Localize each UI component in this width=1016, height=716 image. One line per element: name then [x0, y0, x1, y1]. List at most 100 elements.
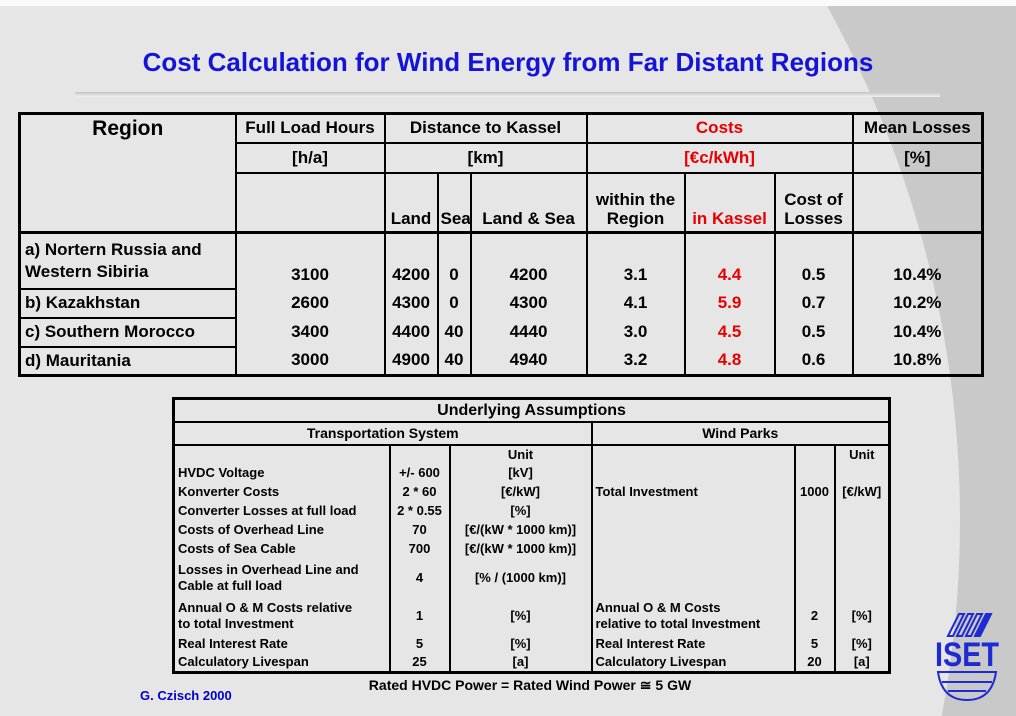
cell-sea: 0 — [436, 232, 472, 289]
cost-table-header-row-2: [h/a] [km] [€c/kWh] [%] — [20, 142, 984, 174]
cell-label: HVDC Voltage — [172, 463, 391, 483]
header-mean-losses: Mean Losses — [851, 113, 984, 144]
cell-cost-within-region: 3.2 — [585, 346, 686, 376]
cell-label: Calculatory Livespan — [172, 653, 391, 673]
cell-unit: Unit — [833, 444, 891, 464]
cell-unit: [€/(kW * 1000 km)] — [448, 539, 593, 559]
section-wind-parks: Wind Parks — [590, 421, 891, 446]
cell-value: 20 — [793, 653, 836, 673]
cell-label — [172, 444, 391, 464]
cell-mean-losses: 10.8% — [851, 346, 984, 376]
cell-land: 4400 — [383, 317, 439, 347]
assumptions-row-konverter-costs: Konverter Costs 2 * 60 [€/kW] Total Inve… — [172, 482, 891, 502]
cell-cost-of-losses: 0.7 — [773, 288, 854, 318]
assumptions-row-overhead-line: Costs of Overhead Line 70 [€/(kW * 1000 … — [172, 520, 891, 540]
table-row-kazakhstan: b) Kazakhstan 2600 4300 0 4300 4.1 5.9 0… — [18, 288, 984, 319]
cell-cost-within-region: 4.1 — [585, 288, 686, 318]
assumptions-title: Underlying Assumptions — [172, 398, 891, 423]
cell-value — [793, 444, 836, 464]
cell-unit: [a] — [833, 653, 891, 673]
rated-power-note: Rated HVDC Power = Rated Wind Power ≅ 5 … — [368, 677, 692, 693]
cell-unit: [%] — [448, 634, 593, 654]
cell-cost-of-losses: 0.6 — [773, 346, 854, 376]
cell-label — [590, 539, 796, 559]
cell-label: Costs of Sea Cable — [172, 539, 391, 559]
cell-value — [793, 558, 836, 597]
cell-land-and-sea: 4940 — [469, 346, 588, 376]
author-credit: G. Czisch 2000 — [140, 688, 232, 703]
cell-unit: [€/kW] — [833, 482, 891, 502]
cell-label: Losses in Overhead Line and Cable at ful… — [172, 558, 391, 597]
assumptions-row-sea-cable: Costs of Sea Cable 700 [€/(kW * 1000 km)… — [172, 539, 891, 559]
header-full-load-hours: Full Load Hours — [234, 113, 386, 144]
cell-value: 5 — [793, 634, 836, 654]
cell-unit: [%] — [448, 501, 593, 521]
cell-value: 5 — [388, 634, 451, 654]
cell-unit: [€/kW] — [448, 482, 593, 502]
header-region: Region — [18, 113, 237, 234]
cell-label — [590, 501, 796, 521]
table-row-northern-russia: a) Nortern Russia and Western Sibiria 31… — [18, 232, 984, 290]
header-land-and-sea: Land & Sea — [469, 172, 588, 234]
cell-unit — [833, 558, 891, 597]
assumptions-row-livespan: Calculatory Livespan 25 [a] Calculatory … — [172, 653, 891, 673]
table-row-mauritania: d) Mauritania 3000 4900 40 4940 3.2 4.8 … — [18, 346, 984, 376]
cost-table-header-row-1: Region Full Load Hours Distance to Kasse… — [18, 113, 984, 234]
cell-land-and-sea: 4300 — [469, 288, 588, 318]
slide-top-edge — [0, 0, 1016, 6]
cell-label: Real Interest Rate — [590, 634, 796, 654]
cell-unit — [833, 463, 891, 483]
cell-label: Costs of Overhead Line — [172, 520, 391, 540]
cell-unit: [kV] — [448, 463, 593, 483]
assumptions-row-line-losses: Losses in Overhead Line and Cable at ful… — [172, 558, 891, 597]
assumptions-row-om-costs: Annual O & M Costs relative to total Inv… — [172, 596, 891, 635]
cell-full-load-hours: 3000 — [234, 346, 386, 376]
cell-value: 2 * 0.55 — [388, 501, 451, 521]
cell-label: Annual O & M Costs relative to total Inv… — [590, 596, 796, 635]
cell-label: Converter Losses at full load — [172, 501, 391, 521]
cell-sea: 0 — [436, 288, 472, 318]
cell-region: b) Kazakhstan — [18, 288, 237, 319]
header-within-the-region: within the Region — [585, 172, 686, 234]
unit-mean-losses: [%] — [851, 142, 984, 174]
assumptions-row-hvdc-voltage: HVDC Voltage +/- 600 [kV] — [172, 463, 891, 483]
cell-full-load-hours: 2600 — [234, 288, 386, 318]
header-distance-to-kassel: Distance to Kassel — [383, 113, 588, 144]
cell-region: a) Nortern Russia and Western Sibiria — [18, 232, 237, 290]
assumptions-title-row: Underlying Assumptions — [172, 398, 891, 423]
logo-globe-icon — [936, 671, 998, 702]
logo-text: ISET — [935, 636, 999, 674]
cell-mean-losses: 10.4% — [851, 317, 984, 347]
cell-value: 4 — [388, 558, 451, 597]
cell-value: 25 — [388, 653, 451, 673]
assumptions-table: Underlying Assumptions Transportation Sy… — [172, 397, 892, 674]
cell-value — [388, 444, 451, 464]
cell-label: Konverter Costs — [172, 482, 391, 502]
table-row-southern-morocco: c) Southern Morocco 3400 4400 40 4440 3.… — [18, 317, 984, 348]
cell-value — [793, 501, 836, 521]
cell-label — [590, 558, 796, 597]
cell-label: Real Interest Rate — [172, 634, 391, 654]
assumptions-section-row: Transportation System Wind Parks — [172, 421, 891, 446]
cell-sea: 40 — [436, 317, 472, 347]
cost-table-header-row-3: Land Sea Land & Sea within the Region in… — [20, 172, 984, 234]
cell-cost-in-kassel: 4.8 — [683, 346, 776, 376]
cell-unit — [833, 539, 891, 559]
header-land: Land — [383, 172, 439, 234]
cell-label: Total Investment — [590, 482, 796, 502]
cell-cost-in-kassel: 5.9 — [683, 288, 776, 318]
cost-table: Region Full Load Hours Distance to Kasse… — [18, 112, 985, 377]
header-cost-of-losses: Cost of Losses — [773, 172, 854, 234]
assumptions-row-converter-losses: Converter Losses at full load 2 * 0.55 [… — [172, 501, 891, 521]
cell-value — [793, 539, 836, 559]
cell-land: 4300 — [383, 288, 439, 318]
cell-value — [793, 463, 836, 483]
cell-value: 2 * 60 — [388, 482, 451, 502]
cell-land-and-sea: 4440 — [469, 317, 588, 347]
cell-sea: 40 — [436, 346, 472, 376]
cell-mean-losses: 10.2% — [851, 288, 984, 318]
assumptions-row-interest-rate: Real Interest Rate 5 [%] Real Interest R… — [172, 634, 891, 654]
cell-cost-within-region: 3.1 — [585, 232, 686, 289]
iset-logo: ISET — [935, 613, 999, 702]
